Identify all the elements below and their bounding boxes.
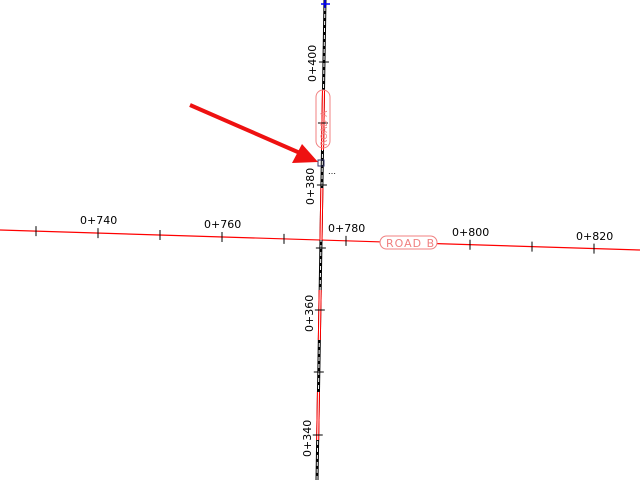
station-label: 0+740 bbox=[80, 214, 117, 227]
profile-segment-center bbox=[320, 187, 323, 241]
road-b-label[interactable]: ROAD B bbox=[379, 235, 438, 250]
station-label: 0+380 bbox=[304, 168, 317, 205]
station-label: 0+820 bbox=[576, 230, 613, 243]
station-label: 0+780 bbox=[328, 222, 365, 235]
selection-grip-icon[interactable] bbox=[317, 159, 325, 167]
dots-marker: … bbox=[328, 167, 336, 176]
road-a-name: ROAD A bbox=[320, 110, 330, 146]
road-a-label[interactable]: ROAD A bbox=[315, 89, 331, 149]
station-label: 0+340 bbox=[301, 420, 314, 457]
road-b-name: ROAD B bbox=[386, 237, 435, 250]
profile-segment-center bbox=[317, 391, 319, 441]
station-label: 0+760 bbox=[204, 218, 241, 231]
red-arrow-icon bbox=[189, 103, 318, 163]
station-label: 0+400 bbox=[306, 45, 319, 82]
profile-segment-center bbox=[318, 289, 321, 341]
profile-segment-center bbox=[322, 89, 324, 151]
station-label: 0+360 bbox=[303, 295, 316, 332]
station-label: 0+800 bbox=[452, 226, 489, 239]
